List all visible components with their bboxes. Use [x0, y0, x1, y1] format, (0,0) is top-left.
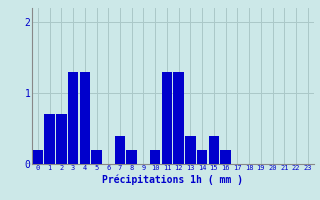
Bar — [209, 136, 219, 164]
Bar — [44, 114, 55, 164]
Bar — [115, 136, 125, 164]
Bar — [185, 136, 196, 164]
Bar — [150, 150, 161, 164]
Bar — [80, 72, 90, 164]
Bar — [220, 150, 231, 164]
Bar — [33, 150, 43, 164]
X-axis label: Précipitations 1h ( mm ): Précipitations 1h ( mm ) — [102, 174, 243, 185]
Bar — [68, 72, 78, 164]
Bar — [173, 72, 184, 164]
Bar — [197, 150, 207, 164]
Bar — [56, 114, 67, 164]
Bar — [91, 150, 102, 164]
Bar — [126, 150, 137, 164]
Bar — [162, 72, 172, 164]
